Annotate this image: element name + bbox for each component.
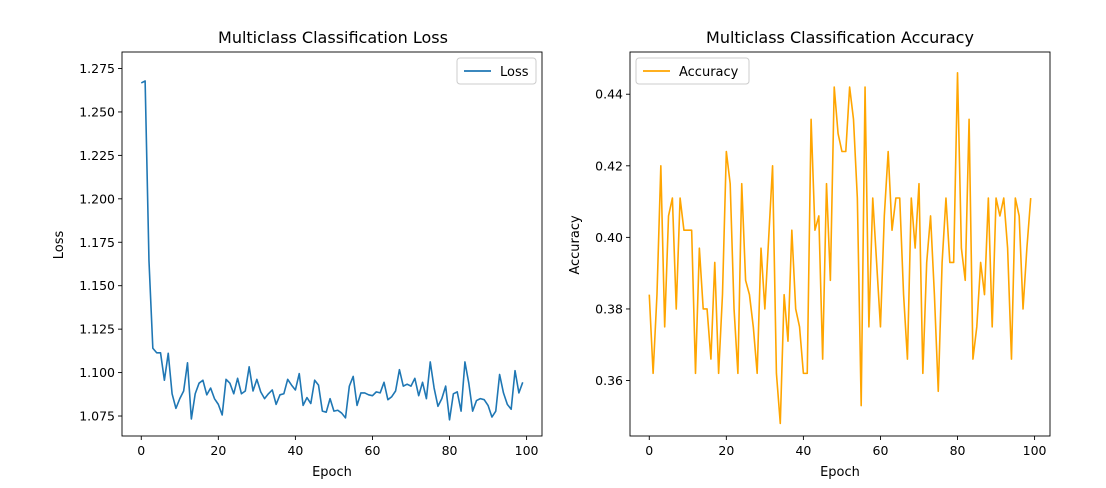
- loss-series-line: [140, 80, 524, 421]
- loss-x-tick-label: 80: [442, 443, 458, 458]
- loss-y-tick-label: 1.200: [79, 191, 115, 206]
- loss-chart-title: Multiclass Classification Loss: [218, 28, 448, 47]
- accuracy-x-axis-label: Epoch: [820, 465, 860, 480]
- loss-x-tick-label: 20: [210, 443, 226, 458]
- loss-legend: Loss: [456, 57, 537, 85]
- accuracy-plot-area: 0 20 40 60 80 100 0.36 0.38 0.40 0.42 0.44 Accuracy: [595, 51, 1051, 458]
- accuracy-legend-label: Accuracy: [679, 65, 739, 80]
- loss-x-tick-label: 40: [287, 443, 303, 458]
- accuracy-y-axis-label: Accuracy: [568, 215, 583, 275]
- loss-chart: Multiclass Classification Loss 0 20 40 60 80…: [52, 28, 543, 480]
- accuracy-x-tick-label: 0: [645, 443, 653, 458]
- accuracy-legend-box: [635, 57, 750, 85]
- accuracy-axes-frame: [629, 51, 1051, 437]
- accuracy-y-tick-label: 0.36: [595, 373, 623, 388]
- loss-y-tick-label: 1.250: [79, 104, 115, 119]
- loss-x-tick-label: 0: [137, 443, 145, 458]
- loss-plot-area: 0 20 40 60 80 100 1.075 1.100 1.125 1.150 1.175 1.2…: [79, 51, 543, 458]
- loss-axes-frame: [121, 51, 543, 437]
- accuracy-x-tick-label: 60: [873, 443, 889, 458]
- loss-y-tick-label: 1.125: [79, 322, 115, 337]
- loss-legend-box: [456, 57, 537, 85]
- loss-x-tick-label: 60: [365, 443, 381, 458]
- loss-legend-label: Loss: [500, 65, 529, 80]
- loss-x-axis-label: Epoch: [312, 465, 352, 480]
- accuracy-y-tick-label: 0.42: [595, 158, 623, 173]
- loss-y-tick-label: 1.275: [79, 61, 115, 76]
- loss-y-tick-label: 1.075: [79, 409, 115, 424]
- accuracy-y-tick-label: 0.44: [595, 87, 623, 102]
- loss-y-tick-label: 1.225: [79, 148, 115, 163]
- accuracy-x-tick-label: 20: [718, 443, 734, 458]
- accuracy-legend: Accuracy: [635, 57, 750, 85]
- accuracy-x-tick-label: 40: [795, 443, 811, 458]
- accuracy-y-tick-label: 0.38: [595, 301, 623, 316]
- accuracy-y-tick-label: 0.40: [595, 230, 623, 245]
- loss-y-axis-label: Loss: [52, 231, 67, 260]
- accuracy-series-line: [648, 71, 1032, 425]
- loss-y-tick-label: 1.100: [79, 365, 115, 380]
- loss-y-tick-label: 1.150: [79, 278, 115, 293]
- accuracy-x-tick-label: 80: [950, 443, 966, 458]
- accuracy-chart: Multiclass Classification Accuracy 0 20 40…: [568, 28, 1051, 480]
- accuracy-x-tick-label: 100: [1023, 443, 1047, 458]
- accuracy-chart-title: Multiclass Classification Accuracy: [706, 28, 974, 47]
- loss-x-tick-label: 100: [515, 443, 539, 458]
- loss-y-tick-label: 1.175: [79, 235, 115, 250]
